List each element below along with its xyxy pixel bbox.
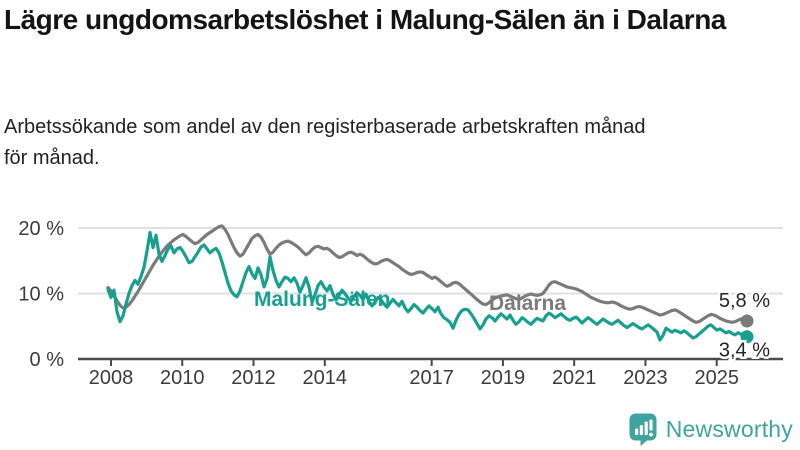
x-tick-label-2019: 2019 xyxy=(481,367,526,389)
y-tick-label-20: 20 % xyxy=(18,218,64,240)
unemployment-line-chart: 2008 2010 2012 2014 2017 2019 2021 2023 2025 0 % 1… xyxy=(18,218,783,389)
x-tick-label-2012: 2012 xyxy=(231,367,276,389)
x-tick-label-2021: 2021 xyxy=(552,367,597,389)
series-endpoint-malung-sälen xyxy=(740,330,754,344)
x-tick-label-2014: 2014 xyxy=(303,367,348,389)
y-tick-label-0: 0 % xyxy=(30,349,65,371)
series-name-label-dalarna: Dalarna xyxy=(489,292,566,315)
newsworthy-brand-text: Newsworthy xyxy=(665,415,793,442)
x-tick-label-2010: 2010 xyxy=(160,367,205,389)
x-tick-label-2008: 2008 xyxy=(89,367,134,389)
series-endpoint-dalarna xyxy=(740,314,754,328)
series-line-malung-sälen xyxy=(106,230,749,342)
x-tick-label-2025: 2025 xyxy=(694,367,739,389)
chart-subtitle: Arbetssökande som andel av den registerb… xyxy=(4,116,646,169)
newsworthy-logo-icon xyxy=(629,413,657,446)
series-name-label-malung-sälen: Malung-Sälen xyxy=(254,288,391,311)
chart-title: Lägre ungdomsarbetslöshet i Malung-Sälen… xyxy=(4,4,726,35)
series-line-dalarna xyxy=(106,224,749,324)
newsworthy-logo[interactable]: Newsworthy xyxy=(628,412,793,446)
x-tick-label-2023: 2023 xyxy=(623,367,668,389)
end-value-label-dalarna: 5,8 % xyxy=(719,290,770,312)
x-tick-label-2017: 2017 xyxy=(409,367,454,389)
y-tick-label-10: 10 % xyxy=(18,283,64,305)
end-value-label-malung-sälen: 3,4 % xyxy=(719,340,770,362)
